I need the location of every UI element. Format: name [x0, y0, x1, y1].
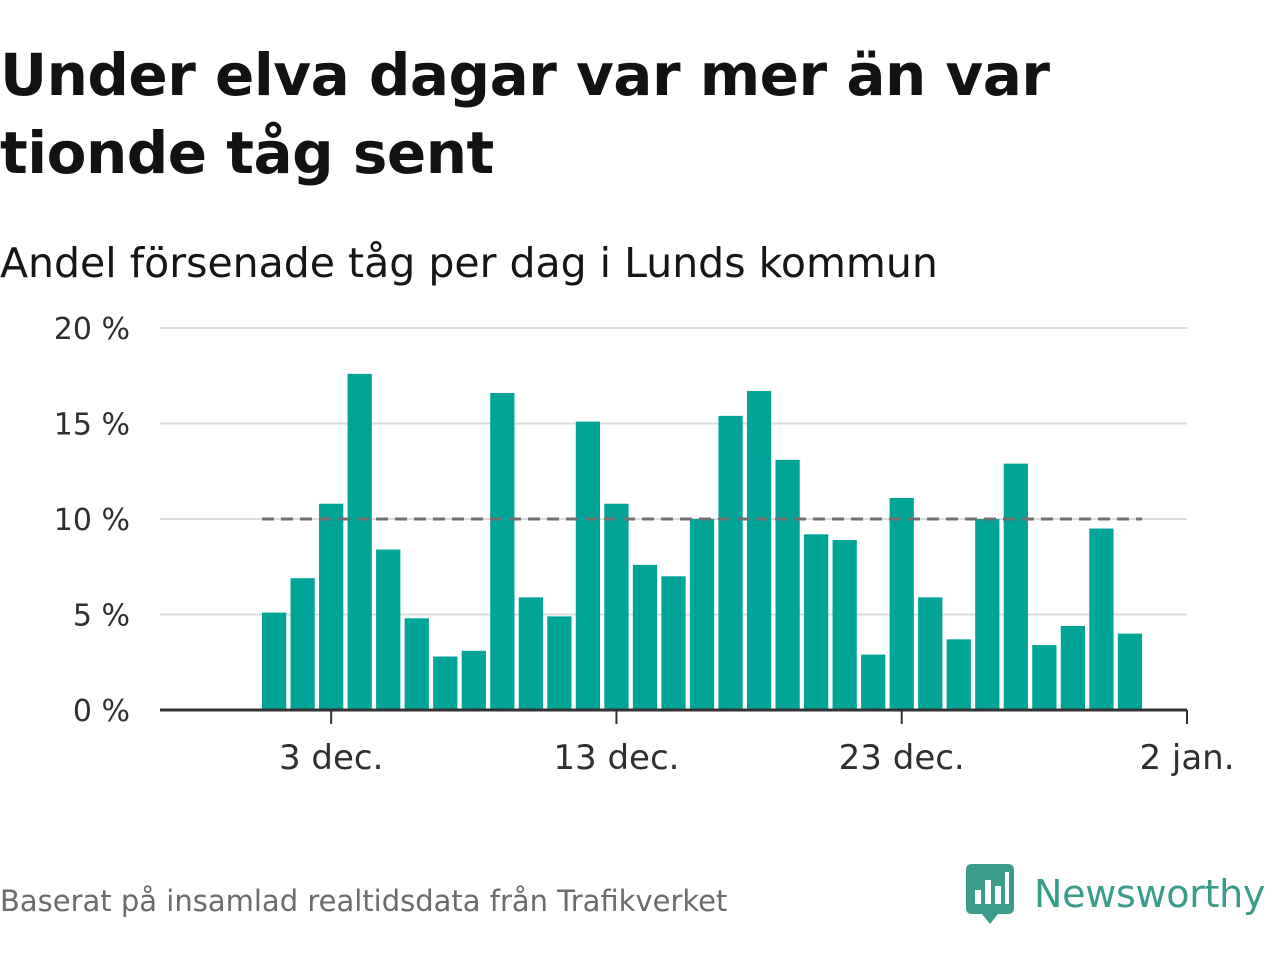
bar — [376, 549, 401, 710]
bar-chart: 0 % 5 % 10 % 15 % 20 % 3 dec. 13 dec. 23 dec. 2… — [54, 312, 1235, 778]
bar — [661, 576, 686, 710]
y-tick-label: 10 % — [54, 503, 130, 538]
bar — [746, 391, 772, 710]
bar — [946, 639, 971, 710]
x-tick-label: 3 dec. — [279, 738, 383, 778]
newsworthy-logo-icon — [966, 864, 1014, 924]
y-tick-label: 20 % — [54, 312, 130, 347]
bar — [1117, 633, 1143, 710]
bar — [632, 564, 658, 710]
chart-subtitle: Andel försenade tåg per dag i Lunds komm… — [0, 239, 938, 287]
chart-title: Under elva dagar var mer än var tionde t… — [0, 41, 1050, 187]
bar — [404, 618, 429, 710]
bar — [889, 497, 914, 710]
bar — [490, 392, 515, 710]
x-tick-label: 13 dec. — [553, 738, 679, 778]
bar — [775, 459, 800, 710]
bar — [518, 597, 543, 710]
bar — [261, 612, 287, 710]
x-axis: 3 dec. 13 dec. 23 dec. 2 jan. — [279, 710, 1235, 778]
bar — [547, 616, 572, 710]
bar — [1003, 463, 1028, 710]
y-tick-label: 15 % — [54, 408, 130, 443]
x-tick-label: 23 dec. — [839, 738, 965, 778]
bar — [832, 540, 857, 710]
bar — [1032, 645, 1057, 710]
y-tick-label: 0 % — [73, 694, 130, 729]
grid-lines — [160, 327, 1187, 616]
bar — [575, 421, 601, 710]
brand: Newsworthy — [964, 862, 1265, 926]
bar — [689, 519, 715, 710]
y-axis-labels: 0 % 5 % 10 % 15 % 20 % — [54, 312, 130, 729]
bar — [347, 373, 372, 710]
bar — [804, 534, 829, 710]
bar — [461, 650, 486, 710]
y-tick-label: 5 % — [73, 599, 130, 634]
bar — [1089, 528, 1114, 710]
x-tick-label: 2 jan. — [1139, 738, 1234, 778]
source-note: Baserat på insamlad realtidsdata från Tr… — [0, 884, 728, 918]
bars — [261, 373, 1143, 710]
bar — [975, 519, 1000, 710]
bar — [290, 578, 315, 710]
bar — [718, 415, 743, 710]
bar — [918, 597, 943, 710]
bar — [433, 656, 458, 710]
bar — [604, 503, 629, 710]
bar — [1060, 625, 1086, 710]
bar — [319, 503, 344, 710]
bar — [861, 654, 886, 710]
brand-name: Newsworthy — [1034, 872, 1266, 916]
